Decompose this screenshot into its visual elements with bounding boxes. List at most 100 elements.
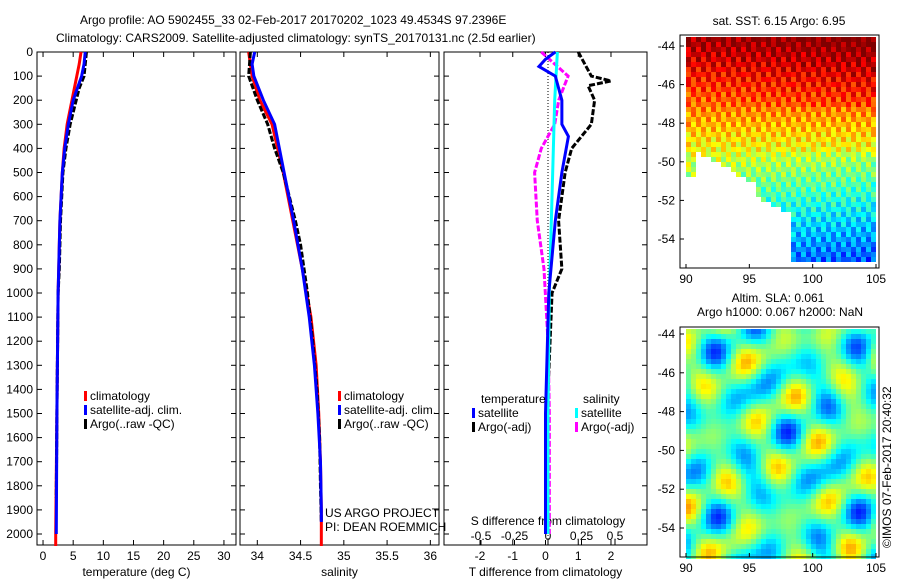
map-cell (831, 142, 836, 147)
map-cell (736, 499, 741, 504)
map-cell (701, 67, 706, 72)
map-cell (776, 167, 781, 172)
map-cell (706, 514, 711, 519)
map-cell (806, 459, 811, 464)
map-cell (846, 227, 851, 232)
map-cell (871, 404, 876, 409)
map-cell (706, 77, 711, 82)
map-cell (696, 454, 701, 459)
map-cell (826, 474, 831, 479)
map-cell (791, 389, 796, 394)
map-cell (846, 127, 851, 132)
map-cell (851, 364, 856, 369)
map-cell (806, 329, 811, 334)
map-cell (871, 147, 876, 152)
map-cell (741, 87, 746, 92)
map-cell (701, 349, 706, 354)
map-cell (816, 384, 821, 389)
map-cell (836, 87, 841, 92)
map-cell (851, 107, 856, 112)
map-cell (771, 449, 776, 454)
map-cell (866, 112, 871, 117)
map-cell (811, 339, 816, 344)
map-cell (746, 384, 751, 389)
map-cell (781, 494, 786, 499)
map-cell (811, 252, 816, 257)
map-cell (796, 172, 801, 177)
map-cell (771, 182, 776, 187)
map-cell (731, 334, 736, 339)
map-cell (691, 147, 696, 152)
map-cell (826, 509, 831, 514)
map-cell (811, 364, 816, 369)
map-cell (831, 82, 836, 87)
map-cell (861, 92, 866, 97)
map-cell (866, 157, 871, 162)
map-cell (846, 52, 851, 57)
map-cell (761, 167, 766, 172)
map-cell (711, 359, 716, 364)
map-cell (716, 389, 721, 394)
map-cell (826, 419, 831, 424)
map-cell (686, 329, 691, 334)
map-cell (726, 449, 731, 454)
map-cell (816, 182, 821, 187)
map-cell (801, 107, 806, 112)
map-cell (851, 117, 856, 122)
map-cell (801, 242, 806, 247)
map-cell (706, 359, 711, 364)
map-cell (836, 454, 841, 459)
map-cell (836, 389, 841, 394)
map-cell (836, 374, 841, 379)
map-cell (831, 414, 836, 419)
map-cell (866, 484, 871, 489)
map-cell (871, 152, 876, 157)
map-cell (711, 364, 716, 369)
map-cell (846, 102, 851, 107)
map-cell (811, 379, 816, 384)
map-cell (691, 107, 696, 112)
map-cell (796, 217, 801, 222)
map-cell (831, 102, 836, 107)
map-cell (721, 132, 726, 137)
map-cell (796, 394, 801, 399)
map-cell (841, 369, 846, 374)
map-cell (861, 399, 866, 404)
map-cell (791, 217, 796, 222)
map-cell (696, 509, 701, 514)
map-cell (841, 127, 846, 132)
map-cell (856, 172, 861, 177)
map-cell (846, 142, 851, 147)
map-cell (851, 82, 856, 87)
map-cell (741, 82, 746, 87)
map-cell (846, 494, 851, 499)
map-cell (821, 549, 826, 554)
map-cell (746, 67, 751, 72)
map-cell (776, 454, 781, 459)
map-cell (831, 192, 836, 197)
map-cell (741, 359, 746, 364)
map-cell (691, 424, 696, 429)
map-cell (766, 349, 771, 354)
map-cell (816, 112, 821, 117)
map-cell (861, 207, 866, 212)
map-cell (801, 544, 806, 549)
map-cell (771, 439, 776, 444)
map-cell (851, 544, 856, 549)
map-cell (841, 182, 846, 187)
map-cell (741, 42, 746, 47)
map-cell (866, 92, 871, 97)
map-cell (811, 222, 816, 227)
map-cell (771, 534, 776, 539)
map-cell (721, 364, 726, 369)
map-cell (846, 177, 851, 182)
map-cell (871, 514, 876, 519)
map-cell (796, 152, 801, 157)
map-cell (821, 87, 826, 92)
map-cell (806, 409, 811, 414)
map-cell (836, 379, 841, 384)
map-cell (726, 459, 731, 464)
map-cell (751, 67, 756, 72)
map-cell (756, 364, 761, 369)
map-cell (776, 489, 781, 494)
